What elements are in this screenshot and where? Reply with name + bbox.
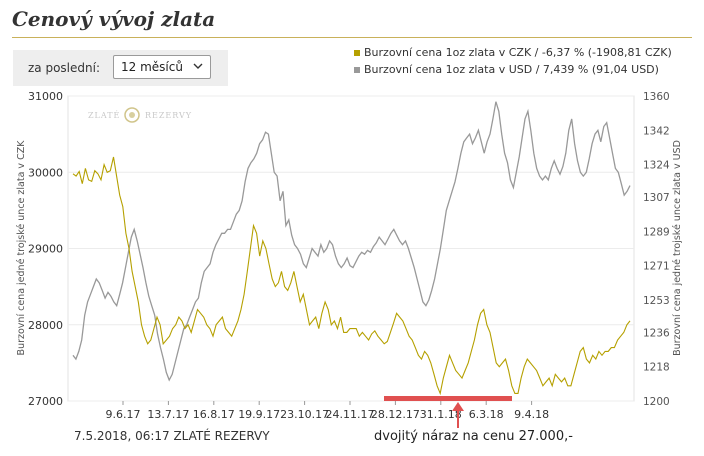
x-tick-label: 28.12.17 [371,408,420,421]
y-left-tick-label: 31000 [28,90,63,103]
y-axis-label-left: Burzovní cena jedné trojské unce zlata v… [16,140,27,356]
chart-annotation: dvojitý náraz na cenu 27.000,- [374,429,573,444]
title-divider [12,37,692,38]
y-right-tick-label: 1271 [643,261,670,273]
period-select-value: 12 měsíců [121,60,183,74]
x-tick-label: 6.3.18 [469,408,504,421]
x-tick-label: 9.4.18 [514,408,549,421]
x-tick-label: 23.10.17 [280,408,329,421]
y-right-tick-label: 1342 [643,125,670,137]
gold-price-chart: ZLATÉ REZERVY 2700028000290003000031000 … [16,90,683,428]
period-label: za poslední: [28,61,100,75]
watermark-text-left: ZLATÉ [88,111,120,120]
y-left-tick-label: 29000 [28,243,63,256]
x-tick-label: 9.6.17 [106,408,141,421]
legend-swatch-usd [354,67,360,73]
x-tick-label: 19.9.17 [238,408,280,421]
x-tick-label: 13.7.17 [147,408,189,421]
y-left-tick-label: 28000 [28,319,63,332]
watermark-text-right: REZERVY [145,111,192,120]
legend-label-czk: Burzovní cena 1oz zlata v CZK / -6,37 % … [364,46,672,59]
y-right-tick-label: 1289 [643,226,670,238]
series-line-czk [72,156,631,396]
page-title: Cenový vývoj zlata [12,7,216,31]
x-tick-label: 31.1.18 [420,408,462,421]
y-left-tick-label: 30000 [28,166,63,179]
timestamp-source: 7.5.2018, 06:17 ZLATÉ REZERVY [74,429,270,443]
annotation-arrow-head [452,402,464,411]
chevron-down-icon [193,63,203,69]
watermark-emblem [124,107,140,123]
legend-label-usd: Burzovní cena 1oz zlata v USD / 7,439 % … [364,63,659,76]
x-tick-label: 16.8.17 [193,408,235,421]
period-filter: za poslední: 12 měsíců [13,50,228,86]
support-level-marker [384,396,512,401]
period-select[interactable]: 12 měsíců [113,55,211,79]
x-tick-label: 24.11.17 [326,408,375,421]
legend-swatch-czk [354,50,360,56]
y-right-tick-label: 1200 [643,396,670,408]
y-right-tick-label: 1218 [643,362,670,374]
y-right-tick-label: 1236 [643,327,670,339]
y-left-tick-label: 27000 [28,395,63,408]
grid-lines [68,95,634,402]
y-right-tick-label: 1307 [643,192,670,204]
y-right-tick-label: 1360 [643,91,670,103]
y-right-tick-label: 1253 [643,295,670,307]
series-line-usd [72,101,631,382]
watermark-logo: ZLATÉ REZERVY [88,107,192,123]
y-right-tick-label: 1324 [643,160,670,172]
y-axis-label-right: Burzovní cena jedné trojské unce zlata v… [672,140,683,356]
